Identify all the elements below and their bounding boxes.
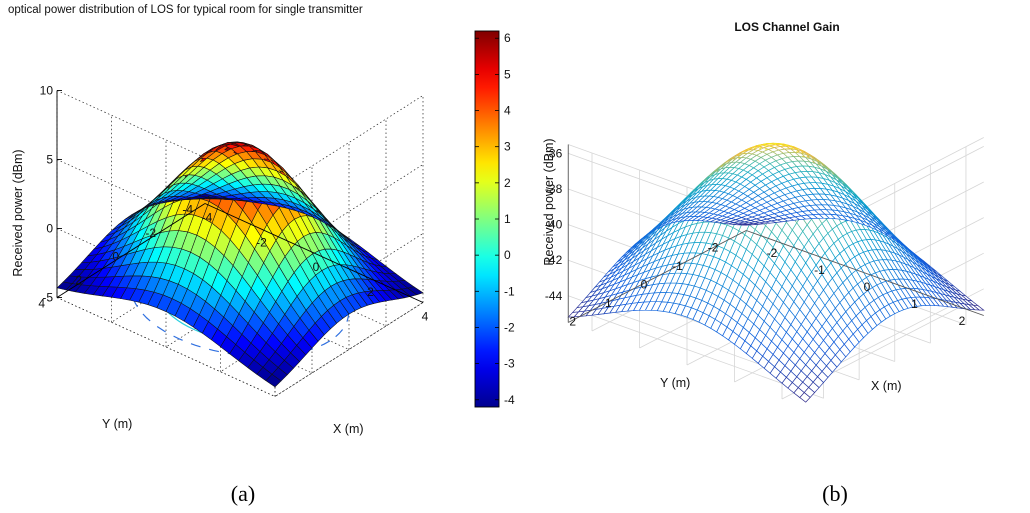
- panel-a-zlabel: Received power (dBm): [11, 149, 25, 276]
- colorbar-tick-label: 5: [504, 67, 511, 81]
- z-tick-label: -44: [545, 289, 563, 303]
- x-axis-line: [204, 203, 424, 303]
- x-tick-label: -4: [202, 211, 213, 225]
- mesh-patch: [972, 304, 985, 311]
- panel-b-zlabel: Received power (dBm): [542, 138, 556, 265]
- z-tick-label: 5: [46, 153, 53, 167]
- colorbar-tick-label: 0: [504, 248, 511, 262]
- grid-line: [56, 159, 424, 259]
- x-tick-label: 2: [367, 285, 374, 299]
- surface-patch: [407, 286, 424, 296]
- x-tick-label: -2: [256, 235, 267, 249]
- x-tick-label: -2: [767, 246, 778, 260]
- panel-a-surface: [56, 141, 424, 388]
- x-tick-label: 0: [313, 260, 320, 274]
- y-tick-label: 2: [569, 314, 576, 328]
- y-axis-line: [56, 203, 206, 298]
- y-axis-line: [568, 230, 747, 323]
- z-tick-label: -38: [545, 182, 563, 196]
- y-tick-label: -4: [182, 203, 193, 217]
- panel-b-axes: -44 -42 -40 -38 -36 -2 -1 0 1 2 -2 -1 0 1 2: [545, 144, 984, 328]
- caption-a: (a): [231, 481, 255, 506]
- y-tick-label: -2: [708, 241, 719, 255]
- y-tick-label: 4: [38, 297, 45, 311]
- colorbar-tick-label: -1: [504, 284, 515, 298]
- panel-b-title: LOS Channel Gain: [734, 20, 839, 34]
- x-axis-line: [746, 230, 984, 316]
- panel-a-colorbar: 6 5 4 3 2 1 0 -1 -2 -3 -4: [474, 30, 515, 408]
- caption-b: (b): [822, 481, 848, 506]
- y-tick-label: -1: [672, 259, 683, 273]
- x-tick-label: 1: [911, 297, 918, 311]
- grid-line: [56, 90, 424, 190]
- panel-a-ylabel: Y (m): [102, 417, 132, 431]
- colorbar-tick-label: -3: [504, 357, 515, 371]
- z-tick-label: -5: [42, 291, 53, 305]
- colorbar-tick-label: 4: [504, 104, 511, 118]
- panel-a-axes: -5 0 5 10 -4 -2 0 2 4 -4 -2 0 2 4: [38, 84, 428, 324]
- panel-b-surface: [567, 142, 985, 403]
- colorbar-tick-label: -4: [504, 393, 515, 407]
- z-tick-label: -42: [545, 253, 563, 267]
- panel-b: LOS Channel Gain -44-42-40-38-36-2-1012-…: [542, 20, 985, 403]
- grid-line: [56, 297, 424, 397]
- y-tick-label: 1: [605, 296, 612, 310]
- colorbar-tick-label: 3: [504, 140, 511, 154]
- colorbar-tick-label: 2: [504, 176, 511, 190]
- panel-a: optical power distribution of LOS for ty…: [8, 4, 515, 436]
- panel-a-title: optical power distribution of LOS for ty…: [8, 4, 363, 16]
- y-tick-label: 2: [75, 273, 82, 287]
- z-tick-label: 0: [46, 222, 53, 236]
- grid-line: [274, 302, 424, 397]
- y-tick-label: 0: [641, 278, 648, 292]
- z-tick-label: 10: [40, 84, 54, 98]
- panel-b-ylabel: Y (m): [660, 376, 690, 390]
- x-tick-label: -1: [814, 263, 825, 277]
- x-tick-label: 0: [864, 280, 871, 294]
- z-tick-label: -36: [545, 146, 563, 160]
- x-tick-label: 2: [959, 314, 966, 328]
- colorbar-tick-label: 6: [504, 31, 511, 45]
- x-tick-label: 4: [422, 310, 429, 324]
- panel-b-xlabel: X (m): [871, 379, 902, 393]
- colorbar-tick-label: 1: [504, 212, 511, 226]
- z-tick-label: -40: [545, 218, 563, 232]
- y-tick-label: 0: [112, 250, 119, 264]
- colorbar-tick-label: -2: [504, 320, 515, 334]
- y-tick-label: -2: [145, 226, 156, 240]
- panel-a-xlabel: X (m): [333, 422, 364, 436]
